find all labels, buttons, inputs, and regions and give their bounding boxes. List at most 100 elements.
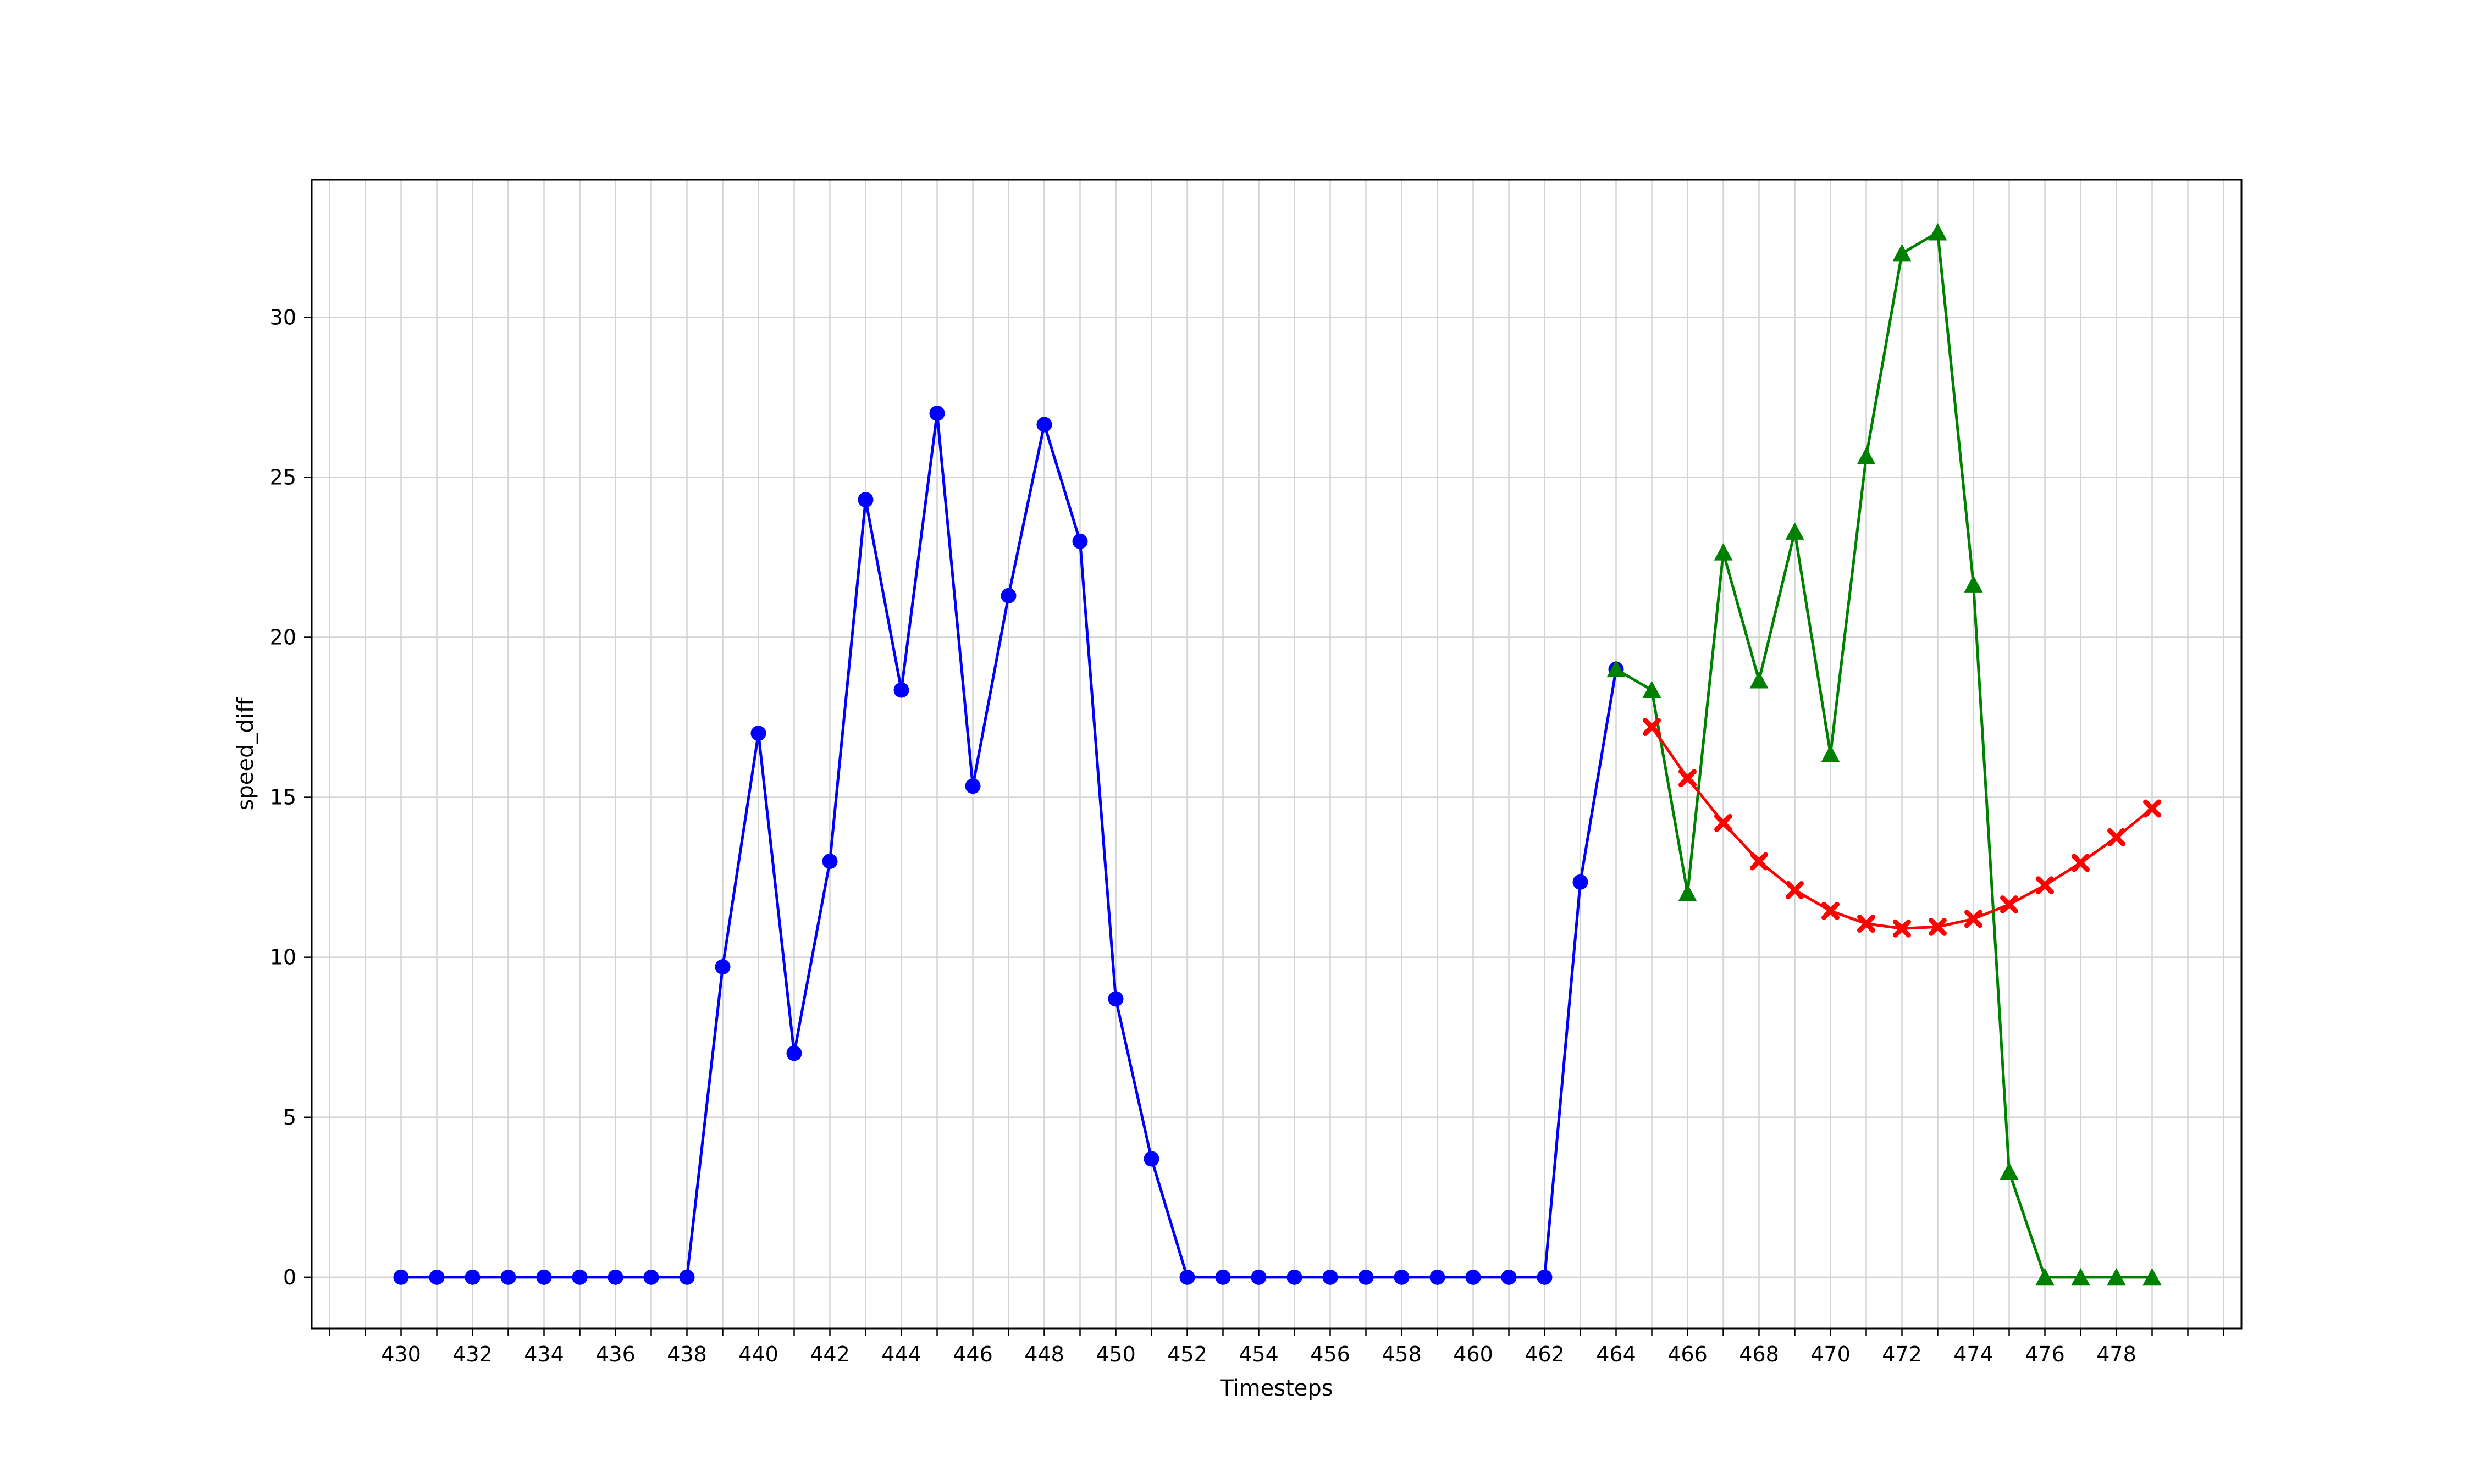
x-tick-label: 476 xyxy=(2025,1342,2065,1366)
data-point xyxy=(536,1269,552,1285)
data-point xyxy=(1642,680,1661,699)
data-point xyxy=(1678,884,1697,901)
data-point xyxy=(1678,769,1697,788)
data-point xyxy=(2035,1267,2055,1286)
data-point xyxy=(2143,799,2161,818)
data-point xyxy=(1251,1269,1267,1285)
x-tick-label: 448 xyxy=(1024,1342,1064,1366)
data-point xyxy=(1964,575,1983,593)
data-point xyxy=(429,1269,445,1285)
x-tick-label: 462 xyxy=(1525,1342,1565,1366)
data-point xyxy=(1892,243,1912,262)
x-tick-label: 440 xyxy=(738,1342,778,1366)
y-tick-label: 15 xyxy=(270,785,296,810)
data-point xyxy=(750,726,766,741)
data-point xyxy=(1394,1269,1410,1285)
data-point xyxy=(1643,718,1661,737)
x-tick-label: 434 xyxy=(524,1342,564,1366)
x-tick-label: 478 xyxy=(2096,1342,2136,1366)
data-point xyxy=(1857,915,1875,933)
x-tick-label: 438 xyxy=(667,1342,707,1366)
data-point xyxy=(2000,1162,2019,1180)
data-point xyxy=(1821,745,1840,762)
data-point xyxy=(1358,1269,1374,1285)
x-tick-label: 430 xyxy=(381,1342,421,1366)
x-tick-label: 436 xyxy=(595,1342,636,1366)
data-point xyxy=(1215,1269,1231,1285)
data-point xyxy=(1749,671,1769,689)
data-point xyxy=(1857,447,1876,465)
x-tick-label: 472 xyxy=(1882,1342,1922,1366)
data-point xyxy=(2072,854,2090,872)
data-point xyxy=(1893,919,1911,938)
x-tick-label: 468 xyxy=(1739,1342,1779,1366)
x-tick-label: 450 xyxy=(1096,1342,1136,1366)
data-point xyxy=(679,1269,695,1285)
data-point xyxy=(2107,828,2125,846)
series-1 xyxy=(1606,223,2162,1286)
y-tick-label: 10 xyxy=(270,945,296,970)
data-point xyxy=(1786,881,1804,899)
data-point xyxy=(929,405,945,421)
data-point xyxy=(786,1045,802,1061)
data-point xyxy=(465,1269,481,1285)
data-point xyxy=(1322,1269,1338,1285)
data-point xyxy=(572,1269,588,1285)
x-tick-label: 474 xyxy=(1953,1342,1993,1366)
data-point xyxy=(2071,1267,2090,1286)
data-point xyxy=(1572,874,1588,890)
y-tick-label: 25 xyxy=(270,465,296,489)
y-tick-label: 20 xyxy=(270,625,296,650)
data-point xyxy=(500,1269,516,1285)
series-0 xyxy=(393,405,1624,1285)
x-tick-label: 454 xyxy=(1239,1342,1279,1366)
data-point xyxy=(1750,852,1768,871)
y-tick-label: 5 xyxy=(283,1105,296,1129)
data-point xyxy=(1144,1151,1159,1167)
x-tick-label: 464 xyxy=(1596,1342,1636,1366)
axes-frame xyxy=(311,179,2243,1330)
data-point xyxy=(858,492,874,508)
data-point xyxy=(2036,876,2054,895)
data-point xyxy=(1964,910,1982,928)
data-point xyxy=(643,1269,659,1285)
data-point xyxy=(822,854,838,870)
data-point xyxy=(1928,223,1947,241)
data-point xyxy=(1929,917,1947,936)
data-point xyxy=(393,1269,409,1285)
data-point xyxy=(1465,1269,1481,1285)
y-tick-label: 30 xyxy=(270,305,296,329)
data-point xyxy=(965,778,981,794)
data-point xyxy=(1537,1269,1553,1285)
x-axis-label: Timesteps xyxy=(1219,1376,1333,1401)
x-tick-label: 470 xyxy=(1810,1342,1851,1366)
data-point xyxy=(1714,813,1732,832)
x-tick-label: 432 xyxy=(452,1342,493,1366)
grid xyxy=(312,180,2241,1328)
data-point xyxy=(1606,660,1626,678)
data-point xyxy=(1001,588,1017,603)
data-point xyxy=(2000,895,2018,914)
y-tick-label: 0 xyxy=(283,1265,296,1289)
x-tick-label: 460 xyxy=(1453,1342,1493,1366)
x-tick-label: 446 xyxy=(953,1342,993,1366)
x-tick-label: 458 xyxy=(1382,1342,1422,1366)
data-point xyxy=(1785,522,1804,540)
data-point xyxy=(1429,1269,1445,1285)
data-point xyxy=(1714,543,1733,561)
data-point xyxy=(893,682,909,698)
data-point xyxy=(1501,1269,1517,1285)
data-point xyxy=(715,959,731,975)
series-2 xyxy=(1643,718,2161,938)
data-point xyxy=(1036,417,1052,433)
ticks: 430 432 434 436 438 440 442 444 446 448 450 452 454 4… xyxy=(270,305,2224,1366)
series-line xyxy=(1615,231,2152,1279)
x-tick-label: 452 xyxy=(1167,1342,1207,1366)
data-point xyxy=(1108,991,1124,1007)
data-point xyxy=(1179,1269,1195,1285)
data-point xyxy=(1821,901,1840,920)
data-point xyxy=(2142,1267,2162,1286)
x-tick-label: 444 xyxy=(881,1342,921,1366)
